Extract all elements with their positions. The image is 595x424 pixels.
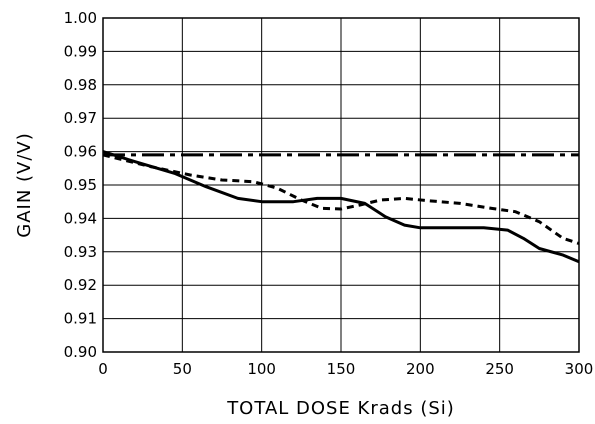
x-axis-title: TOTAL DOSE Krads (Si) <box>226 398 455 419</box>
series-line-solid <box>102 150 580 264</box>
y-tick-label: 0.99 <box>64 42 97 60</box>
x-tick-label: 200 <box>406 360 435 378</box>
y-tick-label: 0.93 <box>64 243 97 261</box>
y-tick-label: 0.90 <box>64 343 97 361</box>
y-tick-label: 0.94 <box>64 209 97 227</box>
series-line-dashed <box>102 153 580 245</box>
x-tick-label: 300 <box>565 360 594 378</box>
plot-frame <box>102 17 580 353</box>
x-tick-label: 0 <box>98 360 108 378</box>
y-tick-label: 0.91 <box>64 310 97 328</box>
grid <box>102 17 580 353</box>
x-tick-label: 100 <box>247 360 276 378</box>
y-tick-label: 0.97 <box>64 109 97 127</box>
x-tick-label: 250 <box>485 360 514 378</box>
y-tick-label: 0.98 <box>64 76 97 94</box>
y-axis-title: GAIN (V/V) <box>14 132 35 238</box>
x-tick-label: 150 <box>327 360 356 378</box>
series-group <box>102 150 580 264</box>
y-tick-label: 0.92 <box>64 276 97 294</box>
y-tick-label: 1.00 <box>64 9 97 27</box>
y-tick-labels: 0.90 0.91 0.92 0.93 0.94 0.95 0.96 0.97 0.98 0.99… <box>64 9 97 361</box>
y-tick-label: 0.95 <box>64 176 97 194</box>
x-tick-label: 50 <box>173 360 192 378</box>
x-tick-labels: 0 50 100 150 200 250 300 <box>98 360 593 378</box>
y-tick-label: 0.96 <box>64 143 97 161</box>
